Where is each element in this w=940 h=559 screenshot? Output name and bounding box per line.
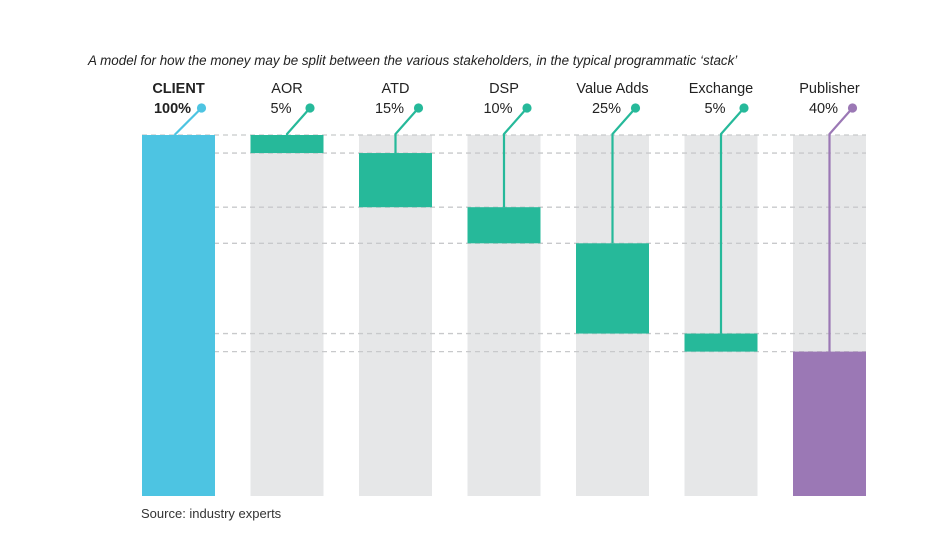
- bar-dsp: [467, 207, 541, 244]
- column-bg-aor: [250, 135, 324, 496]
- bar-value-adds: [576, 243, 649, 334]
- value-label-value-adds: 25%: [592, 101, 621, 117]
- category-label-dsp: DSP: [489, 81, 519, 97]
- category-label-aor: AOR: [271, 81, 302, 97]
- category-label-exchange: Exchange: [689, 81, 754, 97]
- leader-aor: [285, 107, 311, 135]
- category-label-value-adds: Value Adds: [576, 81, 648, 97]
- value-label-dsp: 10%: [483, 101, 512, 117]
- leader-publisher: [828, 107, 854, 352]
- bars: [142, 135, 866, 496]
- leader-dot-value-adds: [630, 103, 641, 113]
- leader-dot-dsp: [522, 103, 532, 113]
- value-label-client: 100%: [154, 101, 191, 117]
- leader-dsp: [502, 107, 528, 208]
- value-label-atd: 15%: [375, 101, 404, 117]
- column-labels: CLIENT 100% AOR 5% ATD 15% DSP 10% Value Adds 25%…: [152, 81, 860, 117]
- leader-dot-atd: [413, 103, 424, 113]
- bar-aor: [250, 135, 324, 154]
- leader-client: [173, 107, 203, 136]
- leader-value-adds: [611, 107, 637, 244]
- bar-exchange: [684, 333, 758, 352]
- value-label-aor: 5%: [271, 101, 292, 117]
- value-label-publisher: 40%: [809, 101, 838, 117]
- bar-atd: [359, 153, 432, 208]
- value-label-exchange: 5%: [705, 101, 726, 117]
- leader-dot-client: [196, 103, 207, 113]
- leader-dot-exchange: [739, 103, 749, 113]
- category-label-publisher: Publisher: [799, 81, 860, 97]
- leader-atd: [394, 107, 420, 154]
- leader-dot-publisher: [847, 103, 858, 113]
- chart-title: A model for how the money may be split b…: [88, 53, 738, 68]
- category-label-client: CLIENT: [152, 81, 205, 97]
- category-label-atd: ATD: [382, 81, 410, 97]
- source-note: Source: industry experts: [141, 506, 282, 521]
- leader-dot-aor: [305, 103, 315, 113]
- column-backgrounds: [250, 135, 866, 496]
- bar-client: [142, 135, 215, 496]
- bar-publisher: [793, 351, 866, 496]
- leader-exchange: [719, 107, 745, 334]
- leader-lines: [173, 103, 858, 352]
